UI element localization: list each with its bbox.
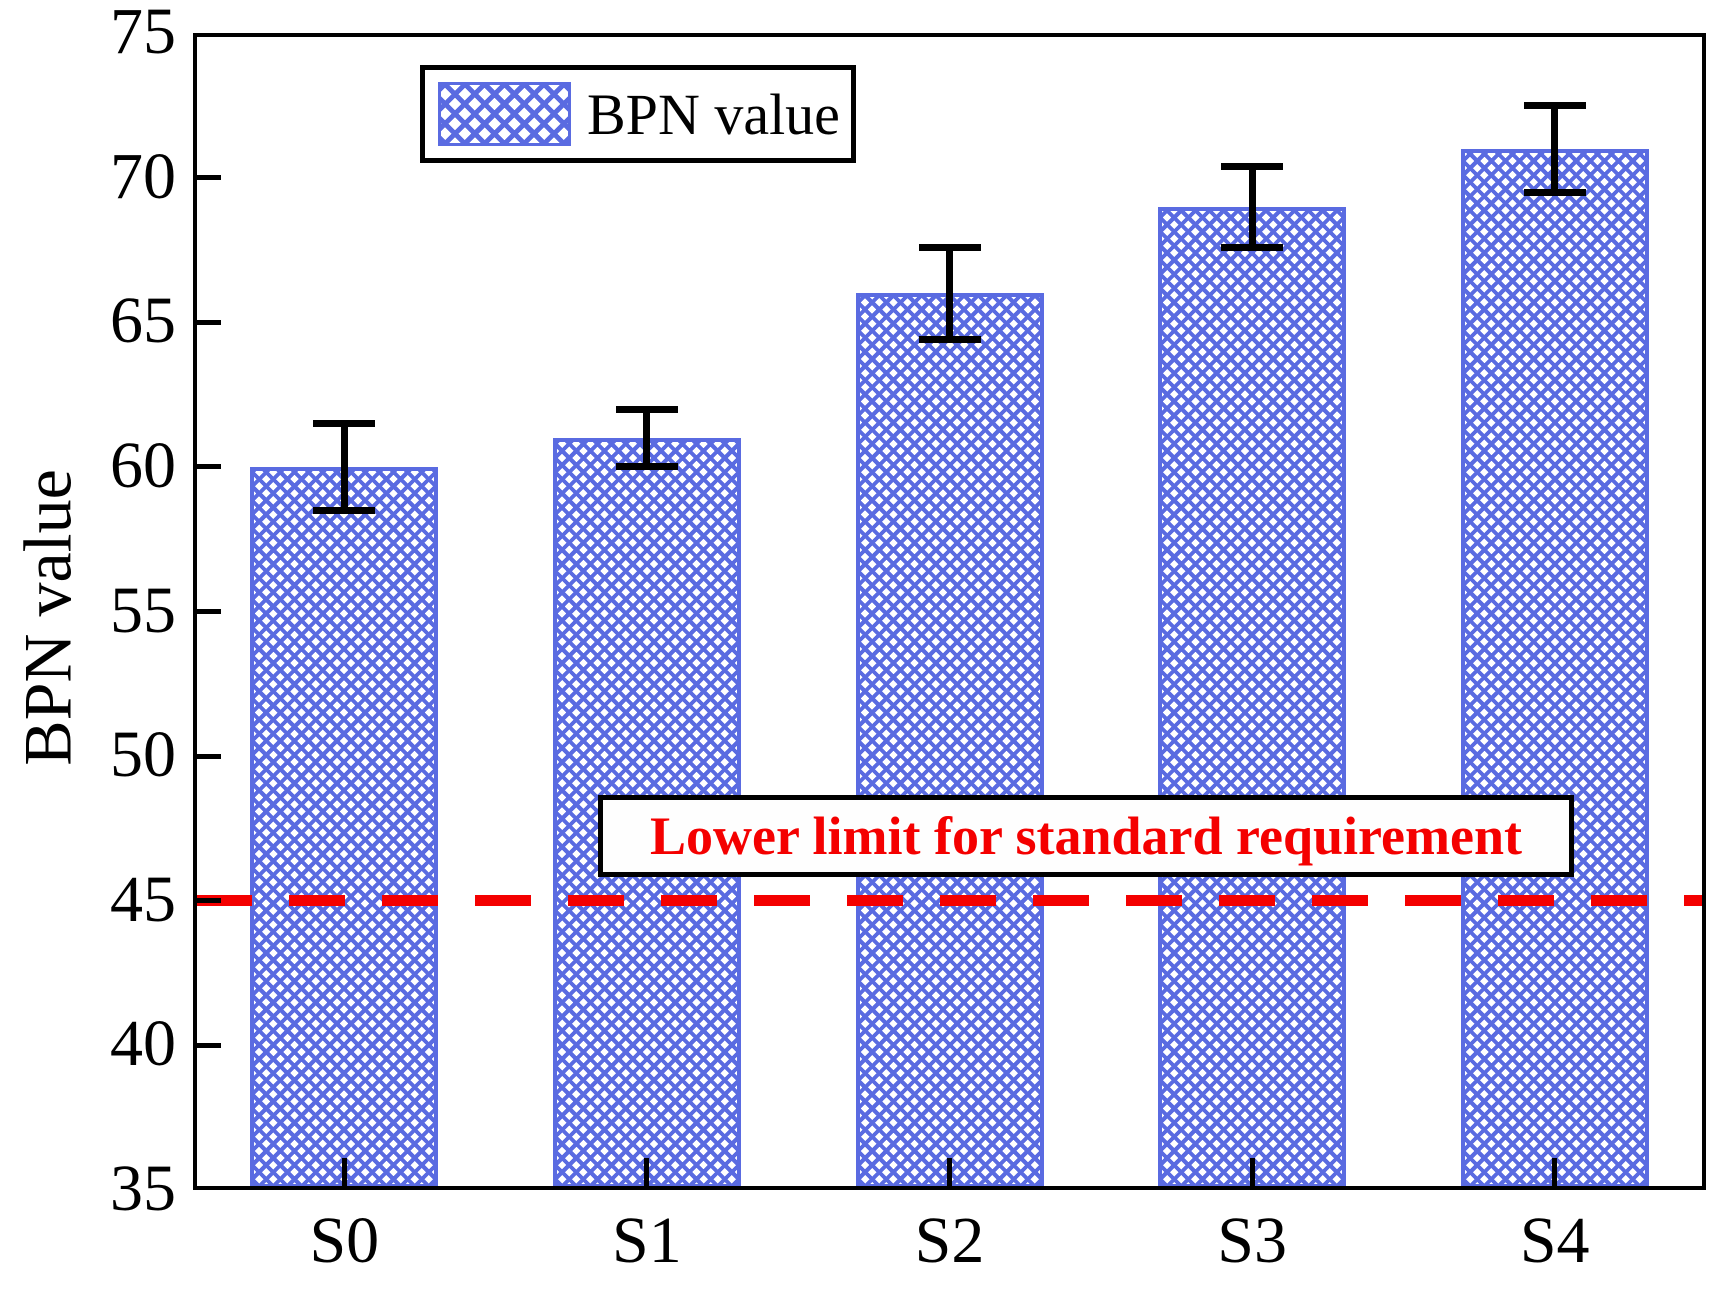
y-tick-70 bbox=[197, 175, 221, 181]
error-cap-top-S2 bbox=[918, 243, 981, 251]
y-tick-label-65: 65 bbox=[110, 284, 176, 358]
error-cap-top-S1 bbox=[615, 405, 678, 413]
y-tick-label-35: 35 bbox=[110, 1152, 176, 1225]
reference-annotation-box: Lower limit for standard requirement bbox=[598, 795, 1574, 877]
error-bar-S2 bbox=[946, 247, 953, 340]
error-cap-top-S3 bbox=[1221, 162, 1284, 170]
y-tick-55 bbox=[197, 609, 221, 614]
x-tick-S0 bbox=[341, 1158, 347, 1186]
y-tick-label-40: 40 bbox=[110, 1007, 176, 1081]
x-tick-label-S2: S2 bbox=[914, 1204, 985, 1277]
legend: BPN value bbox=[420, 65, 856, 163]
y-tick-label-70: 70 bbox=[110, 139, 176, 213]
error-bar-S3 bbox=[1248, 166, 1256, 248]
x-tick-label-S1: S1 bbox=[612, 1204, 682, 1277]
x-tick-label-S0: S0 bbox=[309, 1204, 380, 1277]
x-tick-S3 bbox=[1249, 1158, 1255, 1186]
reference-dashed-line bbox=[196, 895, 1702, 906]
bar-S3 bbox=[1158, 206, 1347, 1188]
x-tick-S4 bbox=[1552, 1158, 1558, 1186]
y-tick-50 bbox=[197, 753, 221, 759]
bar-S4 bbox=[1460, 148, 1649, 1188]
legend-swatch-pattern bbox=[438, 82, 571, 146]
y-tick-label-75: 75 bbox=[110, 0, 176, 68]
error-bar-S1 bbox=[643, 409, 651, 467]
error-cap-bottom-S0 bbox=[313, 506, 376, 514]
error-bar-S0 bbox=[340, 423, 348, 511]
y-tick-label-55: 55 bbox=[110, 573, 176, 647]
x-tick-S2 bbox=[947, 1158, 952, 1186]
x-tick-label-S3: S3 bbox=[1217, 1204, 1287, 1277]
y-tick-65 bbox=[197, 319, 221, 325]
error-cap-bottom-S2 bbox=[918, 336, 981, 344]
error-cap-bottom-S4 bbox=[1523, 188, 1586, 196]
y-tick-label-50: 50 bbox=[110, 718, 176, 792]
legend-label: BPN value bbox=[587, 81, 840, 147]
error-cap-bottom-S1 bbox=[615, 463, 678, 471]
error-bar-S4 bbox=[1551, 105, 1559, 193]
y-tick-label-45: 45 bbox=[110, 862, 176, 936]
bar-S2 bbox=[855, 293, 1044, 1188]
y-tick-45 bbox=[197, 898, 221, 904]
y-tick-60 bbox=[197, 464, 221, 470]
error-cap-top-S0 bbox=[313, 419, 376, 427]
bar-S0 bbox=[250, 466, 439, 1188]
x-tick-S1 bbox=[644, 1158, 650, 1186]
error-cap-bottom-S3 bbox=[1221, 243, 1284, 251]
reference-annotation-label: Lower limit for standard requirement bbox=[650, 806, 1522, 866]
x-tick-label-S4: S4 bbox=[1519, 1204, 1590, 1277]
y-tick-40 bbox=[197, 1042, 221, 1048]
y-tick-label-60: 60 bbox=[110, 428, 176, 502]
error-cap-top-S4 bbox=[1523, 101, 1586, 109]
